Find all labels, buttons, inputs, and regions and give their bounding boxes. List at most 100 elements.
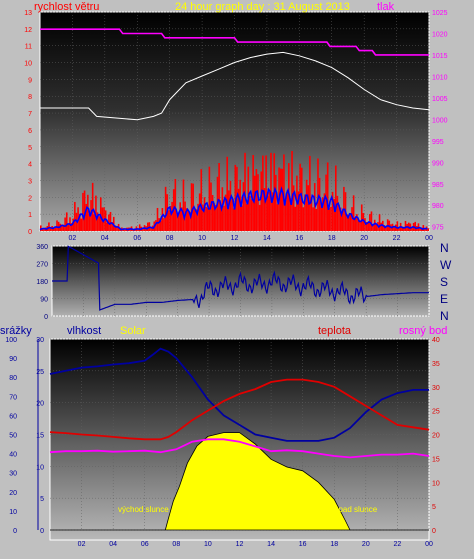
tick-wind-speed: 12 bbox=[24, 27, 32, 34]
wind-dir-e: E bbox=[440, 292, 448, 306]
tick-hour: 18 bbox=[328, 235, 336, 242]
tick-hour: 06 bbox=[141, 541, 149, 548]
tick-hour: 08 bbox=[166, 235, 174, 242]
tick-hour: 08 bbox=[172, 541, 180, 548]
tick-pressure: 1010 bbox=[432, 74, 448, 81]
series-wind-direction bbox=[52, 245, 429, 311]
pressure-label: tlak bbox=[377, 1, 395, 13]
tick-hour: 14 bbox=[263, 235, 271, 242]
tick-wind-speed: 4 bbox=[28, 162, 32, 169]
tick-wind-speed: 0 bbox=[28, 229, 32, 236]
tick-direction: 180 bbox=[36, 279, 48, 286]
tick-pressure: 1020 bbox=[432, 31, 448, 38]
tick-temperature: 10 bbox=[432, 480, 440, 487]
wind-speed-label: rychlost větru bbox=[34, 1, 99, 13]
tick-temperature: 35 bbox=[432, 361, 440, 368]
tick-pressure: 985 bbox=[432, 182, 444, 189]
tick-wind-speed: 13 bbox=[24, 10, 32, 17]
tick-humidity: 20 bbox=[36, 401, 44, 408]
tick-precip: 70 bbox=[9, 394, 17, 401]
tick-hour: 10 bbox=[204, 541, 212, 548]
series-wind-average bbox=[39, 186, 428, 231]
tick-temperature: 5 bbox=[432, 504, 436, 511]
tick-humidity: 30 bbox=[36, 337, 44, 344]
series-temperature-scaled bbox=[40, 51, 430, 121]
wind-dir-n-bottom: N bbox=[440, 309, 449, 323]
tick-wind-speed: 1 bbox=[28, 212, 32, 219]
tick-hour: 00 bbox=[425, 235, 433, 242]
tick-pressure: 980 bbox=[432, 203, 444, 210]
tick-hour: 12 bbox=[236, 541, 244, 548]
tick-wind-speed: 2 bbox=[28, 195, 32, 202]
sunrise-annotation: východ slunce bbox=[118, 505, 169, 514]
solar-label: Solar bbox=[120, 325, 146, 337]
tick-humidity: 15 bbox=[36, 433, 44, 440]
tick-humidity: 10 bbox=[36, 464, 44, 471]
tick-direction: 360 bbox=[36, 244, 48, 251]
tick-precip: 80 bbox=[9, 375, 17, 382]
tick-hour: 16 bbox=[295, 235, 303, 242]
axis-tick-labels: 0123456789101112139759809859909951000100… bbox=[5, 10, 447, 548]
tick-hour: 04 bbox=[101, 235, 109, 242]
tick-hour: 20 bbox=[362, 541, 370, 548]
tick-pressure: 1025 bbox=[432, 10, 448, 17]
tick-hour: 10 bbox=[198, 235, 206, 242]
tick-hour: 04 bbox=[109, 541, 117, 548]
tick-wind-speed: 3 bbox=[28, 178, 32, 185]
tick-precip: 90 bbox=[9, 356, 17, 363]
series-temperature bbox=[49, 378, 430, 441]
tick-hour: 12 bbox=[231, 235, 239, 242]
wind-dir-s: S bbox=[440, 275, 448, 289]
grid-lines bbox=[37, 11, 430, 531]
wind-dir-w: W bbox=[440, 258, 452, 272]
tick-temperature: 20 bbox=[432, 433, 440, 440]
tick-wind-speed: 7 bbox=[28, 111, 32, 118]
tick-hour: 00 bbox=[425, 541, 433, 548]
tick-precip: 100 bbox=[5, 337, 17, 344]
wind-dir-n-top: N bbox=[440, 241, 449, 255]
tick-humidity: 5 bbox=[40, 496, 44, 503]
tick-temperature: 25 bbox=[432, 409, 440, 416]
tick-wind-speed: 5 bbox=[28, 145, 32, 152]
solar-area-layer bbox=[50, 432, 429, 531]
dewpoint-label: rosný bod bbox=[399, 325, 447, 337]
tick-pressure: 990 bbox=[432, 160, 444, 167]
tick-wind-speed: 9 bbox=[28, 77, 32, 84]
tick-hour: 22 bbox=[394, 541, 402, 548]
tick-pressure: 975 bbox=[432, 225, 444, 232]
tick-precip: 0 bbox=[13, 528, 17, 535]
tick-wind-speed: 8 bbox=[28, 94, 32, 101]
precip-label: srážky bbox=[0, 325, 32, 337]
tick-hour: 02 bbox=[78, 541, 86, 548]
tick-precip: 30 bbox=[9, 471, 17, 478]
tick-pressure: 995 bbox=[432, 139, 444, 146]
tick-temperature: 0 bbox=[432, 528, 436, 535]
tick-direction: 90 bbox=[40, 297, 48, 304]
tick-precip: 10 bbox=[9, 509, 17, 516]
series-lines bbox=[39, 28, 430, 459]
humidity-label: vlhkost bbox=[67, 325, 101, 337]
tick-hour: 06 bbox=[133, 235, 141, 242]
tick-temperature: 30 bbox=[432, 385, 440, 392]
tick-pressure: 1015 bbox=[432, 53, 448, 60]
tick-hour: 20 bbox=[360, 235, 368, 242]
tick-hour: 16 bbox=[299, 541, 307, 548]
tick-temperature: 40 bbox=[432, 337, 440, 344]
series-dewpoint bbox=[49, 438, 430, 459]
temperature-label: teplota bbox=[318, 325, 352, 337]
tick-precip: 20 bbox=[9, 490, 17, 497]
tick-humidity: 0 bbox=[40, 528, 44, 535]
tick-wind-speed: 6 bbox=[28, 128, 32, 135]
sunset-annotation: západ slunce bbox=[330, 505, 378, 514]
series-humidity bbox=[49, 347, 429, 442]
tick-humidity: 25 bbox=[36, 369, 44, 376]
tick-hour: 18 bbox=[330, 541, 338, 548]
chart-title: 24 hour graph day : 31 August 2013 bbox=[175, 1, 350, 13]
tick-temperature: 15 bbox=[432, 456, 440, 463]
tick-precip: 60 bbox=[9, 413, 17, 420]
series-pressure bbox=[40, 28, 429, 56]
tick-direction: 270 bbox=[36, 262, 48, 269]
tick-hour: 02 bbox=[69, 235, 77, 242]
tick-wind-speed: 10 bbox=[24, 61, 32, 68]
